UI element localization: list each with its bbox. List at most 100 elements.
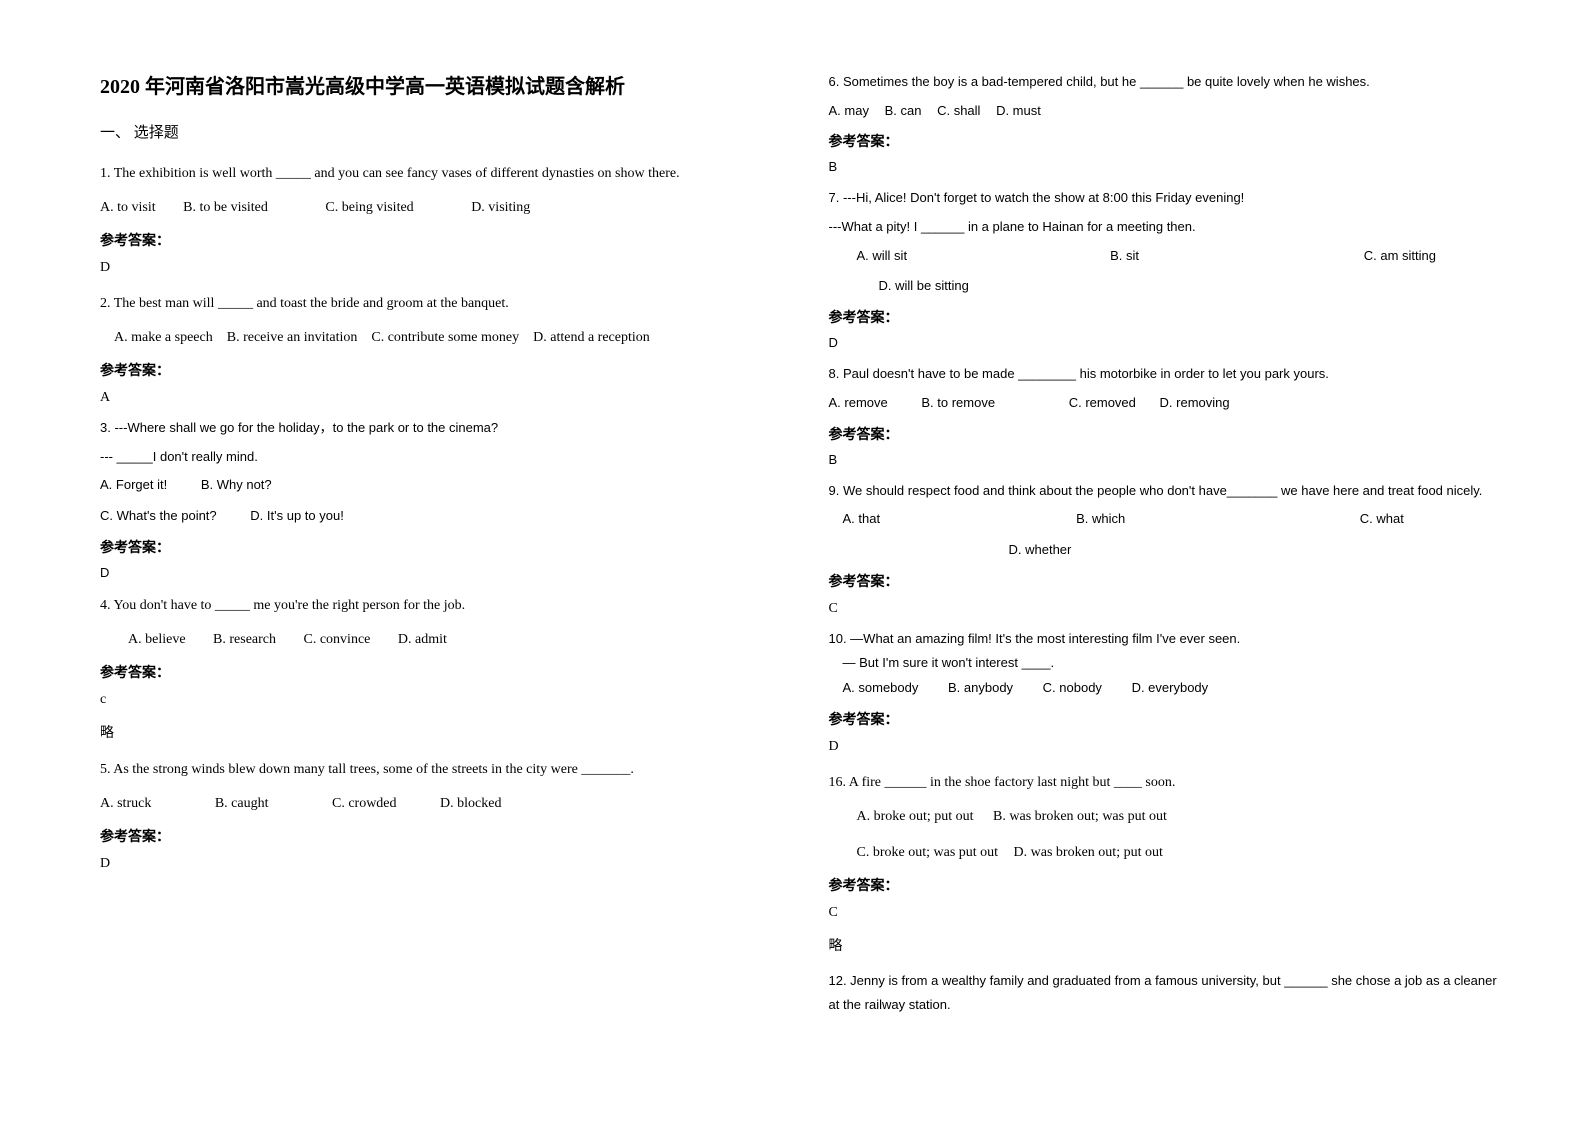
option-b: B. was broken out; was put out: [993, 803, 1167, 831]
options-row2: D. whether: [829, 538, 1498, 563]
option-c: C. what: [1360, 507, 1404, 532]
option-c: C. What's the point?: [100, 504, 217, 529]
left-column: 2020 年河南省洛阳市嵩光高级中学高一英语模拟试题含解析 一、 选择题 1. …: [100, 70, 809, 1082]
question-3: 3. ---Where shall we go for the holiday，…: [100, 416, 769, 580]
option-b: B. anybody: [948, 676, 1013, 701]
option-d: D. attend a reception: [533, 330, 650, 345]
question-text: 9. We should respect food and think abou…: [829, 479, 1498, 504]
question-text-line2: — But I'm sure it won't interest ____.: [829, 651, 1498, 676]
answer: B: [829, 452, 1498, 467]
option-a: A. that: [843, 507, 1073, 532]
question-text-line1: 10. —What an amazing film! It's the most…: [829, 627, 1498, 652]
options-row: A. make a speech B. receive an invitatio…: [100, 324, 769, 352]
option-a: A. somebody: [843, 676, 919, 701]
question-2: 2. The best man will _____ and toast the…: [100, 290, 769, 406]
answer-label: 参考答案：: [829, 571, 1498, 591]
option-d: D. must: [996, 103, 1041, 118]
question-text-line2: --- _____I don't really mind.: [100, 445, 769, 470]
options-row1: A. broke out; put out B. was broken out;…: [829, 803, 1498, 831]
answer-label: 参考答案：: [100, 230, 769, 250]
option-c: C. crowded: [332, 790, 397, 818]
option-a: A. will sit: [857, 244, 1077, 269]
option-a: A. struck: [100, 790, 151, 818]
options-row: A. may B. can C. shall D. must: [829, 99, 1498, 124]
section-heading: 一、 选择题: [100, 121, 769, 142]
question-10: 10. —What an amazing film! It's the most…: [829, 627, 1498, 755]
doc-title: 2020 年河南省洛阳市嵩光高级中学高一英语模拟试题含解析: [100, 70, 769, 99]
option-c: C. removed: [1069, 391, 1136, 416]
question-8: 8. Paul doesn't have to be made ________…: [829, 362, 1498, 466]
answer: c: [100, 692, 769, 708]
option-b: B. sit: [1110, 244, 1330, 269]
option-d: D. whether: [1009, 542, 1072, 557]
answer-label: 参考答案：: [829, 875, 1498, 895]
option-a: A. make a speech: [114, 330, 213, 345]
answer-label: 参考答案：: [100, 537, 769, 557]
question-12: 12. Jenny is from a wealthy family and g…: [829, 969, 1498, 1018]
option-d: D. everybody: [1132, 676, 1209, 701]
options-row: A. somebody B. anybody C. nobody D. ever…: [829, 676, 1498, 701]
answer-label: 参考答案：: [829, 307, 1498, 327]
option-c: C. nobody: [1043, 676, 1102, 701]
option-c: C. contribute some money: [371, 330, 519, 345]
option-a: A. may: [829, 103, 869, 118]
option-c: C. being visited: [325, 194, 413, 222]
answer: D: [100, 565, 769, 580]
options-row2: C. broke out; was put out D. was broken …: [829, 839, 1498, 867]
option-a: A. broke out; put out: [857, 803, 974, 831]
options-row: A. believe B. research C. convince D. ad…: [100, 626, 769, 654]
omit-text: 略: [100, 722, 769, 742]
answer: C: [829, 601, 1498, 617]
option-c: C. broke out; was put out: [857, 839, 999, 867]
option-b: B. Why not?: [201, 473, 272, 498]
option-d: D. was broken out; put out: [1014, 839, 1163, 867]
question-text: 1. The exhibition is well worth _____ an…: [100, 160, 769, 188]
option-b: B. to remove: [921, 391, 995, 416]
question-6: 6. Sometimes the boy is a bad-tempered c…: [829, 70, 1498, 174]
options-row: A. struck B. caught C. crowded D. blocke…: [100, 790, 769, 818]
option-a: A. believe: [128, 626, 186, 654]
option-c: C. convince: [304, 626, 371, 654]
answer-label: 参考答案：: [100, 360, 769, 380]
option-b: B. which: [1076, 507, 1356, 532]
option-b: B. to be visited: [183, 194, 268, 222]
question-9: 9. We should respect food and think abou…: [829, 479, 1498, 617]
option-d: D. will be sitting: [879, 278, 969, 293]
question-text: 4. You don't have to _____ me you're the…: [100, 592, 769, 620]
options-row: A. remove B. to remove C. removed D. rem…: [829, 391, 1498, 416]
answer: C: [829, 905, 1498, 921]
question-16: 16. A fire ______ in the shoe factory la…: [829, 769, 1498, 955]
answer: B: [829, 159, 1498, 174]
option-c: C. shall: [937, 103, 980, 118]
omit-text: 略: [829, 935, 1498, 955]
option-b: B. research: [213, 626, 276, 654]
question-7: 7. ---Hi, Alice! Don't forget to watch t…: [829, 186, 1498, 350]
question-4: 4. You don't have to _____ me you're the…: [100, 592, 769, 742]
question-text: 2. The best man will _____ and toast the…: [100, 290, 769, 318]
question-1: 1. The exhibition is well worth _____ an…: [100, 160, 769, 276]
answer: D: [829, 739, 1498, 755]
option-b: B. caught: [215, 790, 269, 818]
page-container: 2020 年河南省洛阳市嵩光高级中学高一英语模拟试题含解析 一、 选择题 1. …: [0, 0, 1587, 1122]
answer: D: [100, 260, 769, 276]
question-text: 5. As the strong winds blew down many ta…: [100, 756, 769, 784]
option-c: C. am sitting: [1364, 244, 1436, 269]
option-d: D. blocked: [440, 790, 501, 818]
question-text-line1: 7. ---Hi, Alice! Don't forget to watch t…: [829, 186, 1498, 211]
question-text: 8. Paul doesn't have to be made ________…: [829, 362, 1498, 387]
answer-label: 参考答案：: [100, 662, 769, 682]
option-a: A. remove: [829, 391, 888, 416]
options-row2: D. will be sitting: [829, 274, 1498, 299]
question-text: 16. A fire ______ in the shoe factory la…: [829, 769, 1498, 797]
question-text: 12. Jenny is from a wealthy family and g…: [829, 969, 1498, 1018]
option-a: A. to visit: [100, 194, 156, 222]
option-b: B. can: [885, 103, 922, 118]
options-row1: A. will sit B. sit C. am sitting: [829, 244, 1498, 269]
right-column: 6. Sometimes the boy is a bad-tempered c…: [809, 70, 1498, 1082]
option-b: B. receive an invitation: [227, 330, 358, 345]
question-text-line2: ---What a pity! I ______ in a plane to H…: [829, 215, 1498, 240]
answer-label: 参考答案：: [829, 131, 1498, 151]
question-5: 5. As the strong winds blew down many ta…: [100, 756, 769, 872]
option-d: D. It's up to you!: [250, 504, 344, 529]
answer: D: [100, 856, 769, 872]
